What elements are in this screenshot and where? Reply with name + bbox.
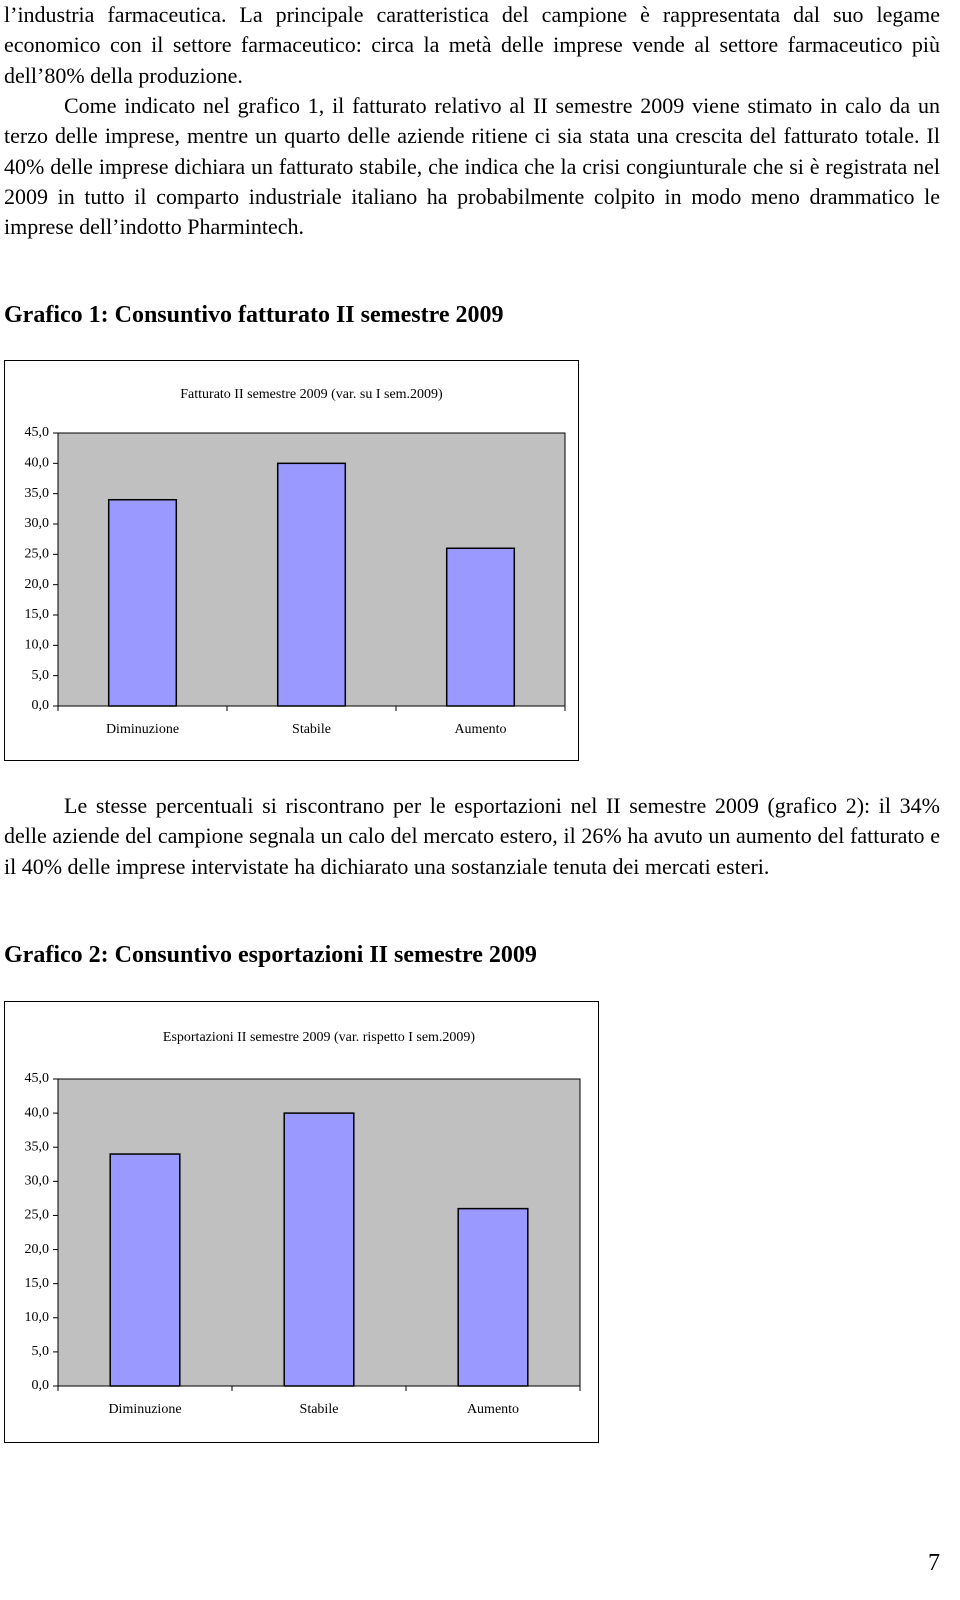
bar — [457, 1207, 529, 1387]
y-tick-label: 5,0 — [32, 668, 50, 683]
y-tick-label: 35,0 — [25, 1139, 50, 1154]
paragraph: Le stesse percentuali si riscontrano per… — [4, 793, 940, 879]
y-tick-label: 20,0 — [25, 1242, 50, 1257]
x-tick-label: Aumento — [467, 1402, 519, 1417]
bar — [276, 462, 347, 707]
y-tick-label: 25,0 — [25, 547, 50, 562]
x-tick-label: Aumento — [454, 722, 506, 737]
y-tick-label: 20,0 — [25, 577, 50, 592]
bar — [445, 547, 516, 707]
y-tick-label: 45,0 — [25, 425, 50, 440]
y-tick-label: 15,0 — [25, 607, 50, 622]
x-tick-label: Stabile — [300, 1402, 339, 1417]
chart-title: Esportazioni II semestre 2009 (var. risp… — [163, 1030, 476, 1045]
y-tick-label: 30,0 — [25, 516, 50, 531]
paragraph: Come indicato nel grafico 1, il fatturat… — [4, 93, 940, 240]
x-tick-label: Diminuzione — [106, 722, 179, 737]
paragraph: l’industria farmaceutica. La principale … — [4, 2, 940, 88]
y-tick-label: 30,0 — [25, 1174, 50, 1189]
y-tick-label: 45,0 — [25, 1071, 50, 1086]
page-number: 7 — [928, 1550, 940, 1576]
heading: Grafico 1: Consuntivo fatturato II semes… — [4, 302, 504, 328]
y-tick-label: 40,0 — [25, 456, 50, 471]
chart: Fatturato II semestre 2009 (var. su I se… — [4, 360, 579, 761]
y-tick-label: 10,0 — [25, 1310, 50, 1325]
y-tick-label: 0,0 — [32, 698, 50, 713]
y-tick-label: 0,0 — [32, 1378, 50, 1393]
y-tick-label: 40,0 — [25, 1105, 50, 1120]
x-tick-label: Stabile — [292, 722, 331, 737]
y-tick-label: 15,0 — [25, 1276, 50, 1291]
bar — [107, 498, 178, 707]
heading: Grafico 2: Consuntivo esportazioni II se… — [4, 942, 537, 968]
y-tick-label: 25,0 — [25, 1208, 50, 1223]
y-tick-label: 10,0 — [25, 638, 50, 653]
chart-title: Fatturato II semestre 2009 (var. su I se… — [180, 387, 443, 402]
y-tick-label: 5,0 — [32, 1344, 50, 1359]
chart: Esportazioni II semestre 2009 (var. risp… — [4, 1001, 599, 1443]
bar — [283, 1112, 355, 1387]
y-tick-label: 35,0 — [25, 486, 50, 501]
x-tick-label: Diminuzione — [108, 1402, 181, 1417]
bar — [109, 1153, 181, 1387]
